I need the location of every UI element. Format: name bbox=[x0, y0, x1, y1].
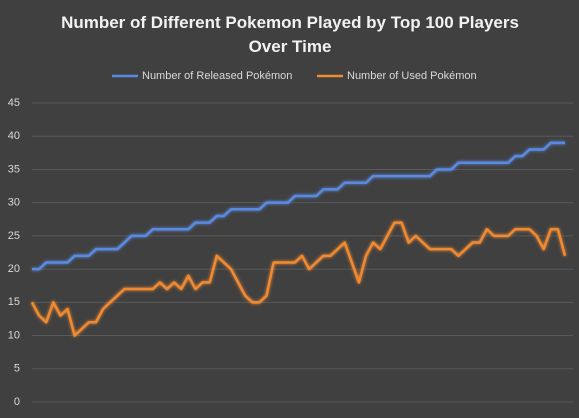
chart-title: Over Time bbox=[249, 37, 332, 56]
legend-label: Number of Released Pokémon bbox=[142, 70, 292, 82]
data-line bbox=[32, 141, 565, 271]
y-tick-label: 10 bbox=[8, 329, 20, 341]
y-tick-label: 45 bbox=[8, 97, 20, 109]
y-tick-label: 5 bbox=[14, 363, 20, 375]
y-tick-label: 40 bbox=[8, 130, 20, 142]
y-tick-label: 15 bbox=[8, 296, 20, 308]
y-tick-label: 0 bbox=[14, 396, 20, 408]
series bbox=[30, 221, 567, 337]
y-tick-label: 20 bbox=[8, 263, 20, 275]
legend-label: Number of Used Pokémon bbox=[347, 70, 477, 82]
y-tick-label: 25 bbox=[8, 230, 20, 242]
series bbox=[32, 141, 565, 271]
data-line bbox=[30, 221, 567, 337]
y-tick-label: 35 bbox=[8, 163, 20, 175]
y-tick-label: 30 bbox=[8, 197, 20, 209]
chart-title: Number of Different Pokemon Played by To… bbox=[61, 13, 519, 32]
